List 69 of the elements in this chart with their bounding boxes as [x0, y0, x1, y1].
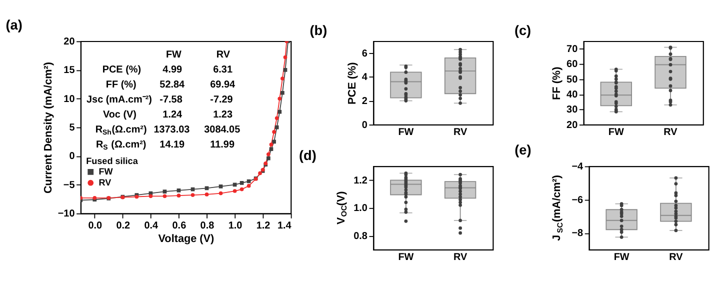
legend-title: Fused silica — [86, 156, 139, 166]
annotation: FW — [166, 50, 182, 61]
y-tick-label: 5 — [69, 122, 76, 134]
annotation: Jsc (mA.cm⁻²) — [86, 94, 152, 106]
y-tick-label: −8 — [572, 228, 584, 240]
annotation: -7.58 — [160, 94, 183, 106]
y-tick-label: 1.0 — [354, 203, 368, 214]
y-tick-label: −4 — [572, 161, 584, 172]
annotation: 1.23 — [213, 110, 233, 121]
y-tick-label: 30 — [566, 104, 578, 116]
x-tick-label: 1.4 — [277, 220, 292, 232]
x-tick-label: FW — [398, 127, 414, 138]
chart-title: (b) — [310, 22, 328, 38]
x-tick-label: FW — [614, 252, 630, 264]
x-tick-label: RV — [453, 127, 468, 138]
y-tick-label: 20 — [64, 36, 76, 48]
y-tick-label: 70 — [566, 44, 578, 55]
annotation: 4.99 — [162, 64, 183, 76]
y-tick-label: 10 — [64, 94, 76, 105]
x-tick-label: 0.8 — [200, 220, 215, 232]
y-tick-label: 0 — [362, 120, 368, 131]
legend-label: FW — [98, 166, 114, 177]
x-tick-label: 1.0 — [228, 220, 243, 232]
y-tick-label: 0 — [69, 151, 76, 162]
x-tick-label: RV — [664, 127, 678, 138]
annotation: -7.29 — [210, 94, 234, 106]
chart-title: (a) — [6, 17, 22, 32]
x-tick-label: 0.0 — [88, 220, 102, 232]
legend-label: RV — [98, 178, 112, 188]
annotation: 69.94 — [210, 80, 236, 91]
x-axis-title: Voltage (V) — [158, 232, 215, 245]
x-tick-label: 0.6 — [172, 220, 187, 232]
annotation: FF (%) — [106, 80, 136, 91]
annotation: PCE (%) — [102, 64, 142, 76]
y-tick-label: 40 — [566, 89, 578, 100]
annotation: 14.19 — [160, 140, 186, 151]
y-tick-label: −5 — [63, 180, 76, 191]
annotation: 6.31 — [213, 64, 233, 76]
x-tick-label: FW — [608, 127, 624, 138]
x-tick-label: 1.2 — [256, 220, 271, 232]
y-tick-label: 1.2 — [354, 175, 368, 186]
y-axis-title: FF (%) — [551, 66, 564, 100]
annotation: Voc (V) — [102, 110, 137, 121]
chart-title: (c) — [514, 22, 532, 38]
y-tick-label: 15 — [64, 65, 76, 76]
y-tick-label: 20 — [566, 120, 578, 131]
x-tick-label: FW — [398, 252, 414, 264]
annotation: 3084.05 — [204, 124, 241, 136]
chart-title: (d) — [299, 148, 316, 163]
y-tick-label: 60 — [566, 59, 578, 70]
annotation: 52.84 — [160, 80, 186, 91]
annotation: 1.24 — [162, 110, 183, 121]
x-tick-label: 0.4 — [144, 220, 159, 232]
y-tick-label: −6 — [572, 194, 584, 206]
x-tick-label: 0.2 — [116, 220, 131, 232]
y-tick-label: 0.8 — [354, 230, 368, 242]
y-tick-label: 50 — [566, 74, 578, 86]
y-axis-title: Current Density (mA/cm²) — [42, 62, 55, 194]
annotation: 11.99 — [210, 140, 235, 151]
annotation: 1373.03 — [154, 124, 190, 136]
x-tick-label: RV — [453, 252, 468, 264]
y-tick-label: −10 — [58, 208, 76, 220]
x-tick-label: RV — [669, 252, 684, 264]
y-axis-title: PCE (%) — [346, 62, 359, 104]
y-tick-label: 2 — [362, 96, 368, 107]
y-tick-label: 6 — [362, 48, 368, 60]
chart-title: (e) — [514, 142, 532, 158]
y-tick-label: 4 — [362, 72, 368, 84]
annotation: RV — [216, 50, 230, 61]
